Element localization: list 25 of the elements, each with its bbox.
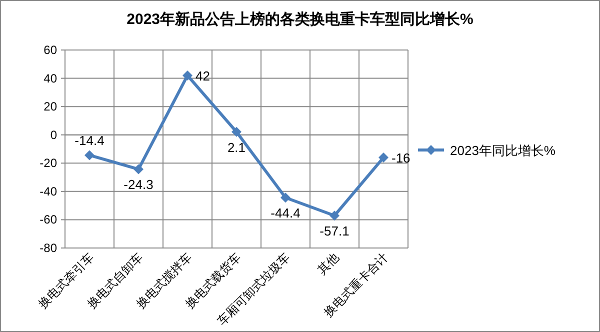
data-label: -16 xyxy=(392,150,410,166)
y-tick-label: 0 xyxy=(50,128,58,142)
point xyxy=(182,70,192,80)
point xyxy=(280,192,290,203)
x-tick-label: 其他 xyxy=(314,250,342,278)
data-label: -44.4 xyxy=(270,206,300,221)
data-label: 42 xyxy=(196,68,210,84)
point xyxy=(134,164,144,174)
data-label: -57.1 xyxy=(320,224,350,239)
data-label: 2.1 xyxy=(227,140,246,155)
data-label: -24.3 xyxy=(124,177,154,192)
point xyxy=(330,210,340,221)
y-tick-label: 20 xyxy=(44,100,58,114)
point xyxy=(232,126,242,137)
y-tick-label: -60 xyxy=(40,212,58,227)
legend-label: 2023年同比增长% xyxy=(450,143,556,158)
point xyxy=(378,152,388,162)
data-label: -14.4 xyxy=(74,133,104,148)
point xyxy=(84,150,94,160)
y-tick-label: -40 xyxy=(40,184,58,198)
y-tick-label: 40 xyxy=(44,71,58,86)
chart-title: 2023年新品公告上榜的各类换电重卡车型同比增长% xyxy=(126,10,474,28)
y-tick-label: -80 xyxy=(40,241,58,255)
y-tick-label: 60 xyxy=(44,43,58,57)
y-tick-label: -20 xyxy=(40,156,58,170)
